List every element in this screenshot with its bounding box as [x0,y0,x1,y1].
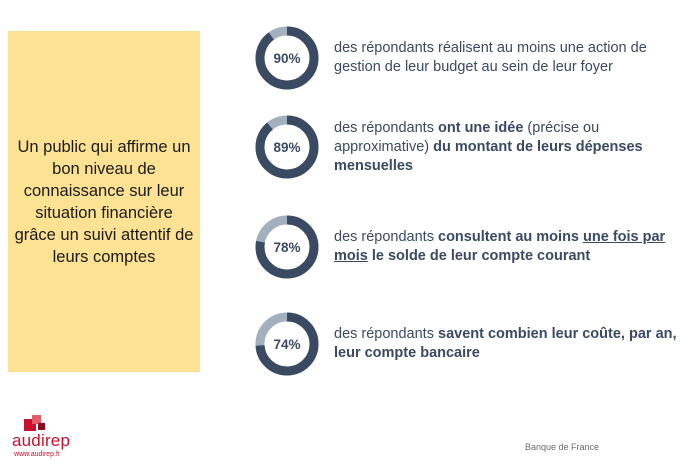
text-segment: des répondants [334,229,438,245]
stat-paragraph: des répondants ont une idée (précise ou … [334,119,696,176]
source-note: Banque de France [525,442,600,452]
text-segment: le solde de leur compte courant [367,248,591,264]
text-segment: (précise ou approximative) [334,119,600,155]
donut-fill-3 [255,215,319,279]
logo-mark-icon [24,415,45,431]
text-segment: des répondants réalisent au moins une ac… [334,40,647,75]
percent-label-4: 74% [273,336,301,352]
donut-fill-2 [255,115,319,179]
stat-paragraph: des répondants réalisent au moins une ac… [334,39,696,77]
stat-paragraph: des répondants consultent au moins une f… [334,228,696,266]
text-segment: consultent au moins [438,229,584,245]
donut-fill-1 [255,26,319,90]
percent-label-1: 90% [273,50,301,66]
text-segment: une fois par mois [334,229,666,264]
text-segment: des répondants [334,326,438,342]
logo-name: audirep [12,431,71,450]
donut-svg-1 [255,26,319,90]
stat-description-1: des répondants réalisent au moins une ac… [334,25,696,91]
summary-box: Un public qui affirme un bon niveau de c… [8,31,200,372]
stat-description-3: des répondants consultent au moins une f… [334,214,696,280]
summary-text: Un public qui affirme un bon niveau de c… [14,137,194,266]
audirep-logo: audirep www.audirep.fr [10,415,90,459]
stat-item-4: 74% des répondants savent combien leur c… [254,311,700,377]
stat-item-2: 89% des répondants ont une idée (précise… [254,114,700,180]
donut-svg-3 [255,215,319,279]
text-segment: du montant de leurs dépenses mensuelles [334,138,643,174]
donut-svg-2 [255,115,319,179]
percent-label-3: 78% [273,239,301,255]
stat-description-2: des répondants ont une idée (précise ou … [334,114,696,180]
stat-item-3: 78% des répondants consultent au moins u… [254,214,700,280]
donut-chart-1: 90% [254,25,320,91]
donut-chart-2: 89% [254,114,320,180]
stat-item-1: 90% des répondants réalisent au moins un… [254,25,700,91]
donut-svg-4 [255,312,319,376]
stat-description-4: des répondants savent combien leur coûte… [334,311,696,377]
text-segment: des répondants [334,119,438,136]
donut-chart-4: 74% [254,311,320,377]
donut-chart-3: 78% [254,214,320,280]
donut-fill-4 [255,312,319,376]
percent-label-2: 89% [273,139,301,155]
stat-paragraph: des répondants savent combien leur coûte… [334,325,696,363]
text-segment: ont une idée [438,119,524,136]
text-segment: savent combien leur coûte, par an, leur … [334,326,677,361]
logo-url: www.audirep.fr [14,451,61,458]
